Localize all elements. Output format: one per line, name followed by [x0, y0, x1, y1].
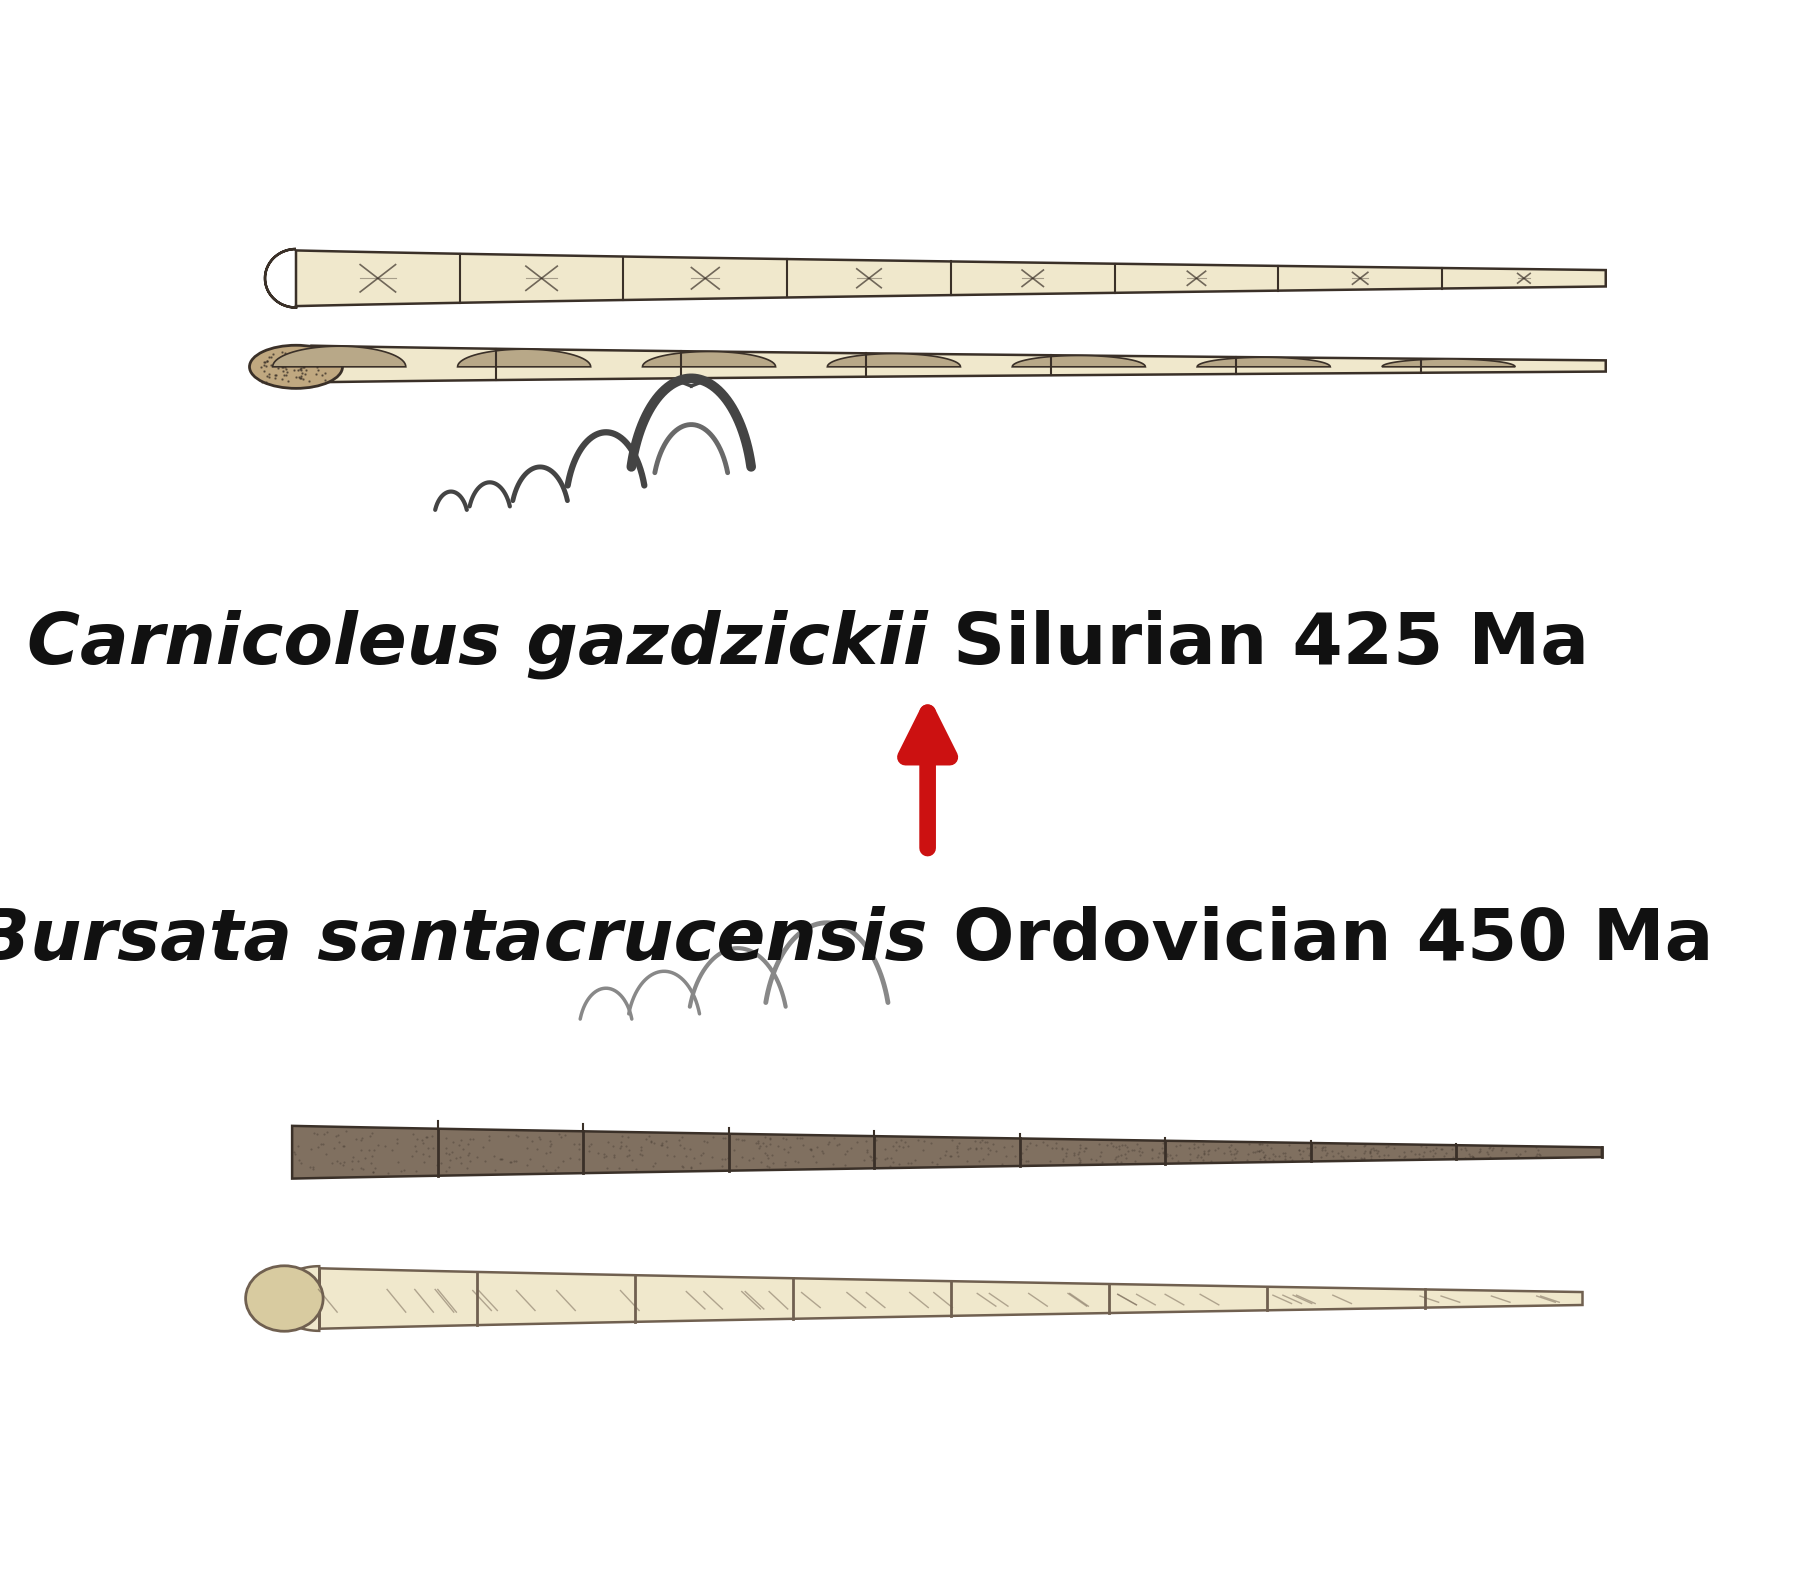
Polygon shape — [273, 346, 405, 367]
Ellipse shape — [250, 345, 342, 389]
Polygon shape — [827, 354, 961, 367]
Polygon shape — [1012, 356, 1146, 367]
Text: Ordovician 450 Ma: Ordovician 450 Ma — [927, 906, 1712, 975]
Polygon shape — [270, 346, 1605, 387]
Polygon shape — [291, 1126, 1602, 1178]
Text: Carnicoleus gazdzickii: Carnicoleus gazdzickii — [27, 609, 927, 678]
Text: Bursata santacrucensis: Bursata santacrucensis — [0, 906, 927, 975]
Polygon shape — [643, 351, 775, 367]
Polygon shape — [1383, 359, 1515, 367]
Polygon shape — [458, 349, 590, 367]
Text: Silurian 425 Ma: Silurian 425 Ma — [927, 610, 1589, 678]
Polygon shape — [273, 1266, 1582, 1331]
Polygon shape — [1196, 357, 1330, 367]
Polygon shape — [264, 250, 1605, 308]
Ellipse shape — [246, 1266, 324, 1331]
